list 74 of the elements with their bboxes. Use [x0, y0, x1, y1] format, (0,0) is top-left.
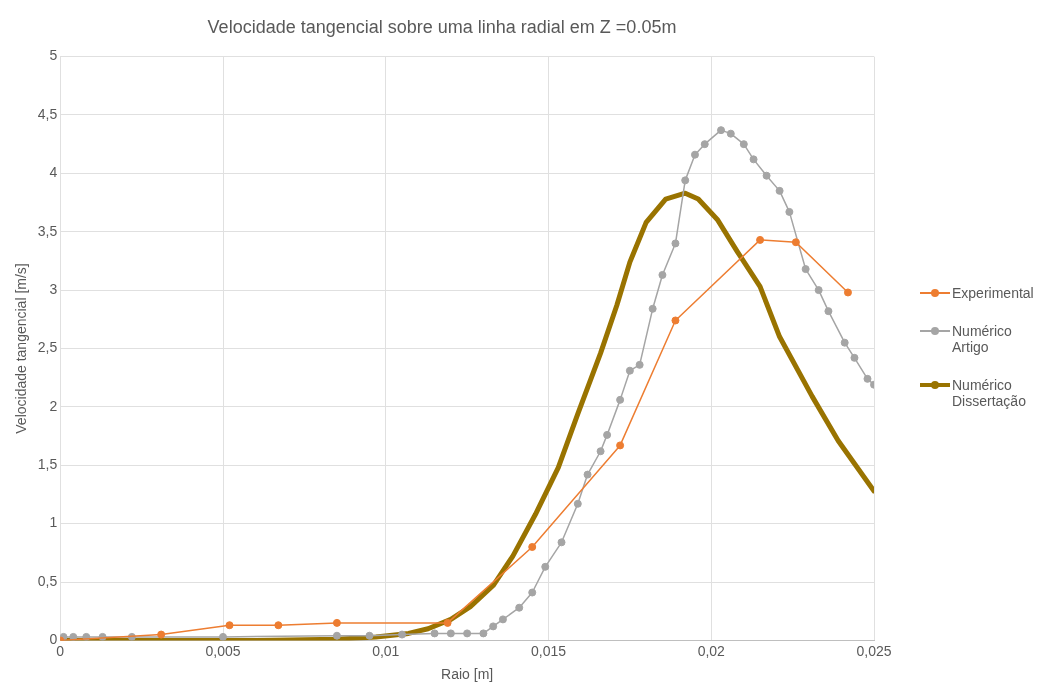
point: [225, 621, 234, 630]
point: [749, 155, 758, 164]
point: [700, 140, 709, 149]
point: [801, 265, 810, 274]
legend-label: Numérico Dissertação: [952, 377, 1027, 409]
y-tick-label: 4: [49, 164, 58, 181]
point: [69, 632, 78, 641]
y-tick-label: 0: [49, 631, 58, 648]
point: [489, 622, 498, 631]
y-tick-label: 2: [49, 397, 58, 414]
point: [603, 430, 612, 439]
point: [671, 316, 680, 325]
point: [840, 338, 849, 347]
point: [658, 270, 667, 279]
point: [528, 588, 537, 597]
x-tick-label: 0,025: [856, 642, 892, 659]
point: [648, 304, 657, 313]
point: [573, 499, 582, 508]
point: [785, 207, 794, 216]
point: [557, 538, 566, 547]
legend-label: Numérico Artigo: [952, 323, 1013, 355]
point: [219, 632, 228, 641]
point: [762, 171, 771, 180]
point: [332, 631, 341, 640]
point: [365, 631, 374, 640]
y-tick-label: 4,5: [37, 105, 58, 122]
point: [616, 395, 625, 404]
point: [157, 630, 166, 639]
legend-label: Experimental: [952, 285, 1034, 301]
point: [332, 618, 341, 627]
point: [824, 307, 833, 316]
point: [843, 288, 852, 297]
point: [739, 140, 748, 149]
point: [398, 630, 407, 639]
point: [515, 603, 524, 612]
point: [726, 129, 735, 138]
x-axis-title: Raio [m]: [441, 666, 494, 683]
x-tick-label: 0,015: [530, 642, 567, 659]
point: [443, 618, 452, 627]
point: [717, 126, 726, 135]
point: [528, 542, 537, 551]
y-tick-label: 0,5: [37, 572, 58, 589]
y-tick-label: 3: [49, 280, 58, 297]
point: [446, 629, 455, 638]
y-tick-label: 5: [49, 47, 58, 64]
point: [791, 238, 800, 247]
y-tick-label: 3,5: [37, 222, 58, 239]
y-axis-title: Velocidade tangencial [m/s]: [13, 263, 30, 434]
point: [681, 176, 690, 185]
point: [541, 562, 550, 571]
point: [616, 441, 625, 450]
point: [756, 235, 765, 244]
point: [596, 447, 605, 456]
point: [814, 286, 823, 295]
point: [690, 150, 699, 159]
point: [583, 470, 592, 479]
x-tick-label: 0,005: [205, 642, 241, 659]
y-tick-label: 1,5: [37, 456, 58, 473]
point: [850, 353, 859, 362]
point: [625, 366, 634, 375]
point: [775, 186, 784, 195]
point: [479, 629, 488, 638]
x-tick-label: 0,02: [697, 642, 726, 659]
point: [863, 374, 872, 383]
point: [498, 615, 507, 624]
y-tick-label: 2,5: [37, 339, 58, 356]
point: [671, 239, 680, 248]
point: [430, 629, 439, 638]
x-tick-label: 0,01: [372, 642, 400, 659]
point: [463, 629, 472, 638]
y-tick-label: 1: [49, 514, 58, 531]
point: [635, 360, 644, 369]
point: [274, 621, 283, 630]
chart-title: Velocidade tangencial sobre uma linha radial em Z =0.05m: [207, 16, 677, 37]
